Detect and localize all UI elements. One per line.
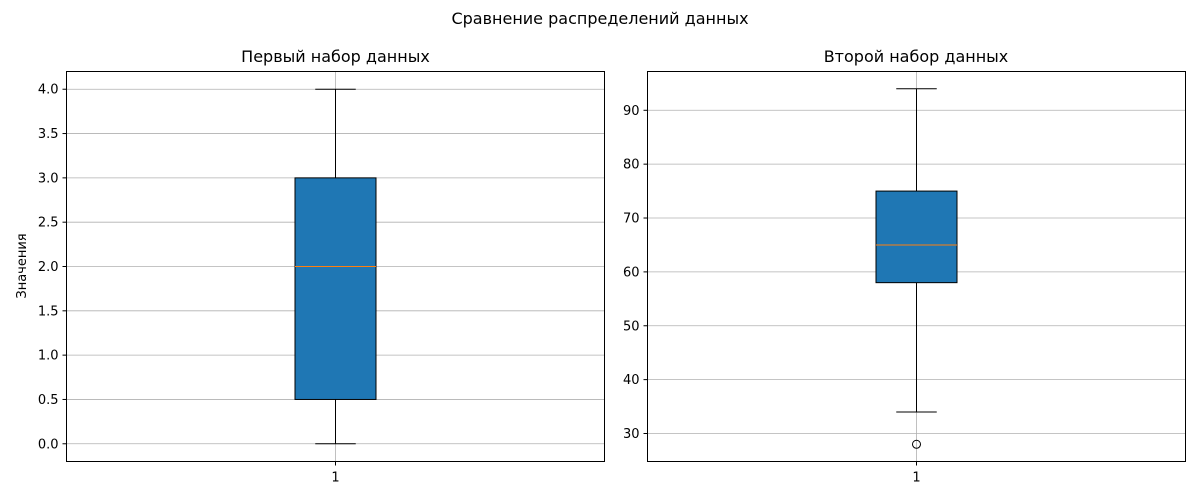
left-subplot-ylabel: Значения <box>15 233 30 298</box>
right-box <box>875 190 958 284</box>
right-ytick-label: 80 <box>623 158 640 173</box>
figure-suptitle: Сравнение распределений данных <box>451 9 748 28</box>
left-subplot-title: Первый набор данных <box>241 47 430 66</box>
right-ytick-label: 70 <box>623 212 640 227</box>
left-xtick-label: 1 <box>331 471 339 486</box>
right-subplot-title: Второй набор данных <box>824 47 1009 66</box>
right-ytick-label: 90 <box>623 104 640 119</box>
left-ytick-label: 1.5 <box>38 304 59 319</box>
right-ytick-label: 60 <box>623 265 640 280</box>
right-ytick-label: 30 <box>623 427 640 442</box>
left-ytick-label: 0.0 <box>38 437 59 452</box>
left-ytick-label: 1.0 <box>38 349 59 364</box>
left-ytick-label: 3.5 <box>38 127 59 142</box>
left-axes-frame <box>66 71 605 462</box>
right-subplot: Второй набор данных 30 40 50 60 70 80 90 1 <box>623 47 1186 486</box>
left-ytick-label: 2.0 <box>38 260 59 275</box>
left-ytick-label: 2.5 <box>38 216 59 231</box>
right-outlier-point <box>912 439 921 449</box>
left-ytick-label: 4.0 <box>38 83 59 98</box>
left-box <box>294 177 377 400</box>
left-ytick-label: 0.5 <box>38 393 59 408</box>
right-ytick-label: 40 <box>623 373 640 388</box>
left-ytick-label: 3.0 <box>38 171 59 186</box>
right-axes-frame <box>647 71 1186 462</box>
right-ytick-label: 50 <box>623 319 640 334</box>
left-subplot: Первый набор данных Значения 0.0 0.5 1.0 1.… <box>15 47 605 486</box>
right-xtick-label: 1 <box>912 471 920 486</box>
